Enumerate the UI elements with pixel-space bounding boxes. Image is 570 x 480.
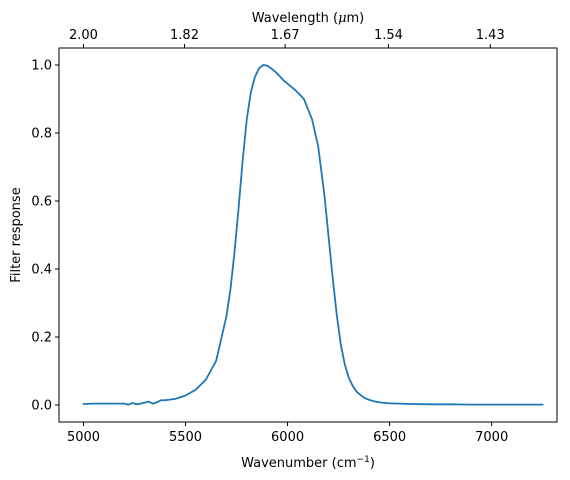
x-axis-label: Wavenumber (cm−1) [241,455,375,471]
plot-frame [58,47,558,423]
y-tick-label: 1.0 [31,59,52,74]
y-tick-label: 0.8 [31,127,52,142]
top-tick-label: 1.82 [170,28,199,43]
y-tick-label: 0.6 [31,195,52,210]
ticks-layer: 5000 5500 6000 6500 7000 0.0 0.2 0.4 0.6 0.8 1.0 2.… [31,28,508,445]
y-tick-label: 0.2 [31,331,52,346]
y-axis-label: Filter response [9,187,24,282]
x-tick-label: 7000 [475,430,508,445]
x-tick-label: 6500 [373,430,406,445]
top-tick-label: 1.43 [476,28,505,43]
x-tick-label: 6000 [271,430,304,445]
top-axis-label: Wavelength (μm) [252,11,365,26]
top-tick-label: 1.67 [271,28,300,43]
y-tick-label: 0.4 [31,263,52,278]
y-tick-label: 0.0 [31,399,52,414]
x-tick-label: 5500 [169,430,202,445]
top-tick-label: 1.54 [374,28,403,43]
filter-response-line [82,64,544,406]
x-tick-label: 5000 [67,430,100,445]
top-tick-label: 2.00 [69,28,98,43]
series-layer [82,64,544,406]
